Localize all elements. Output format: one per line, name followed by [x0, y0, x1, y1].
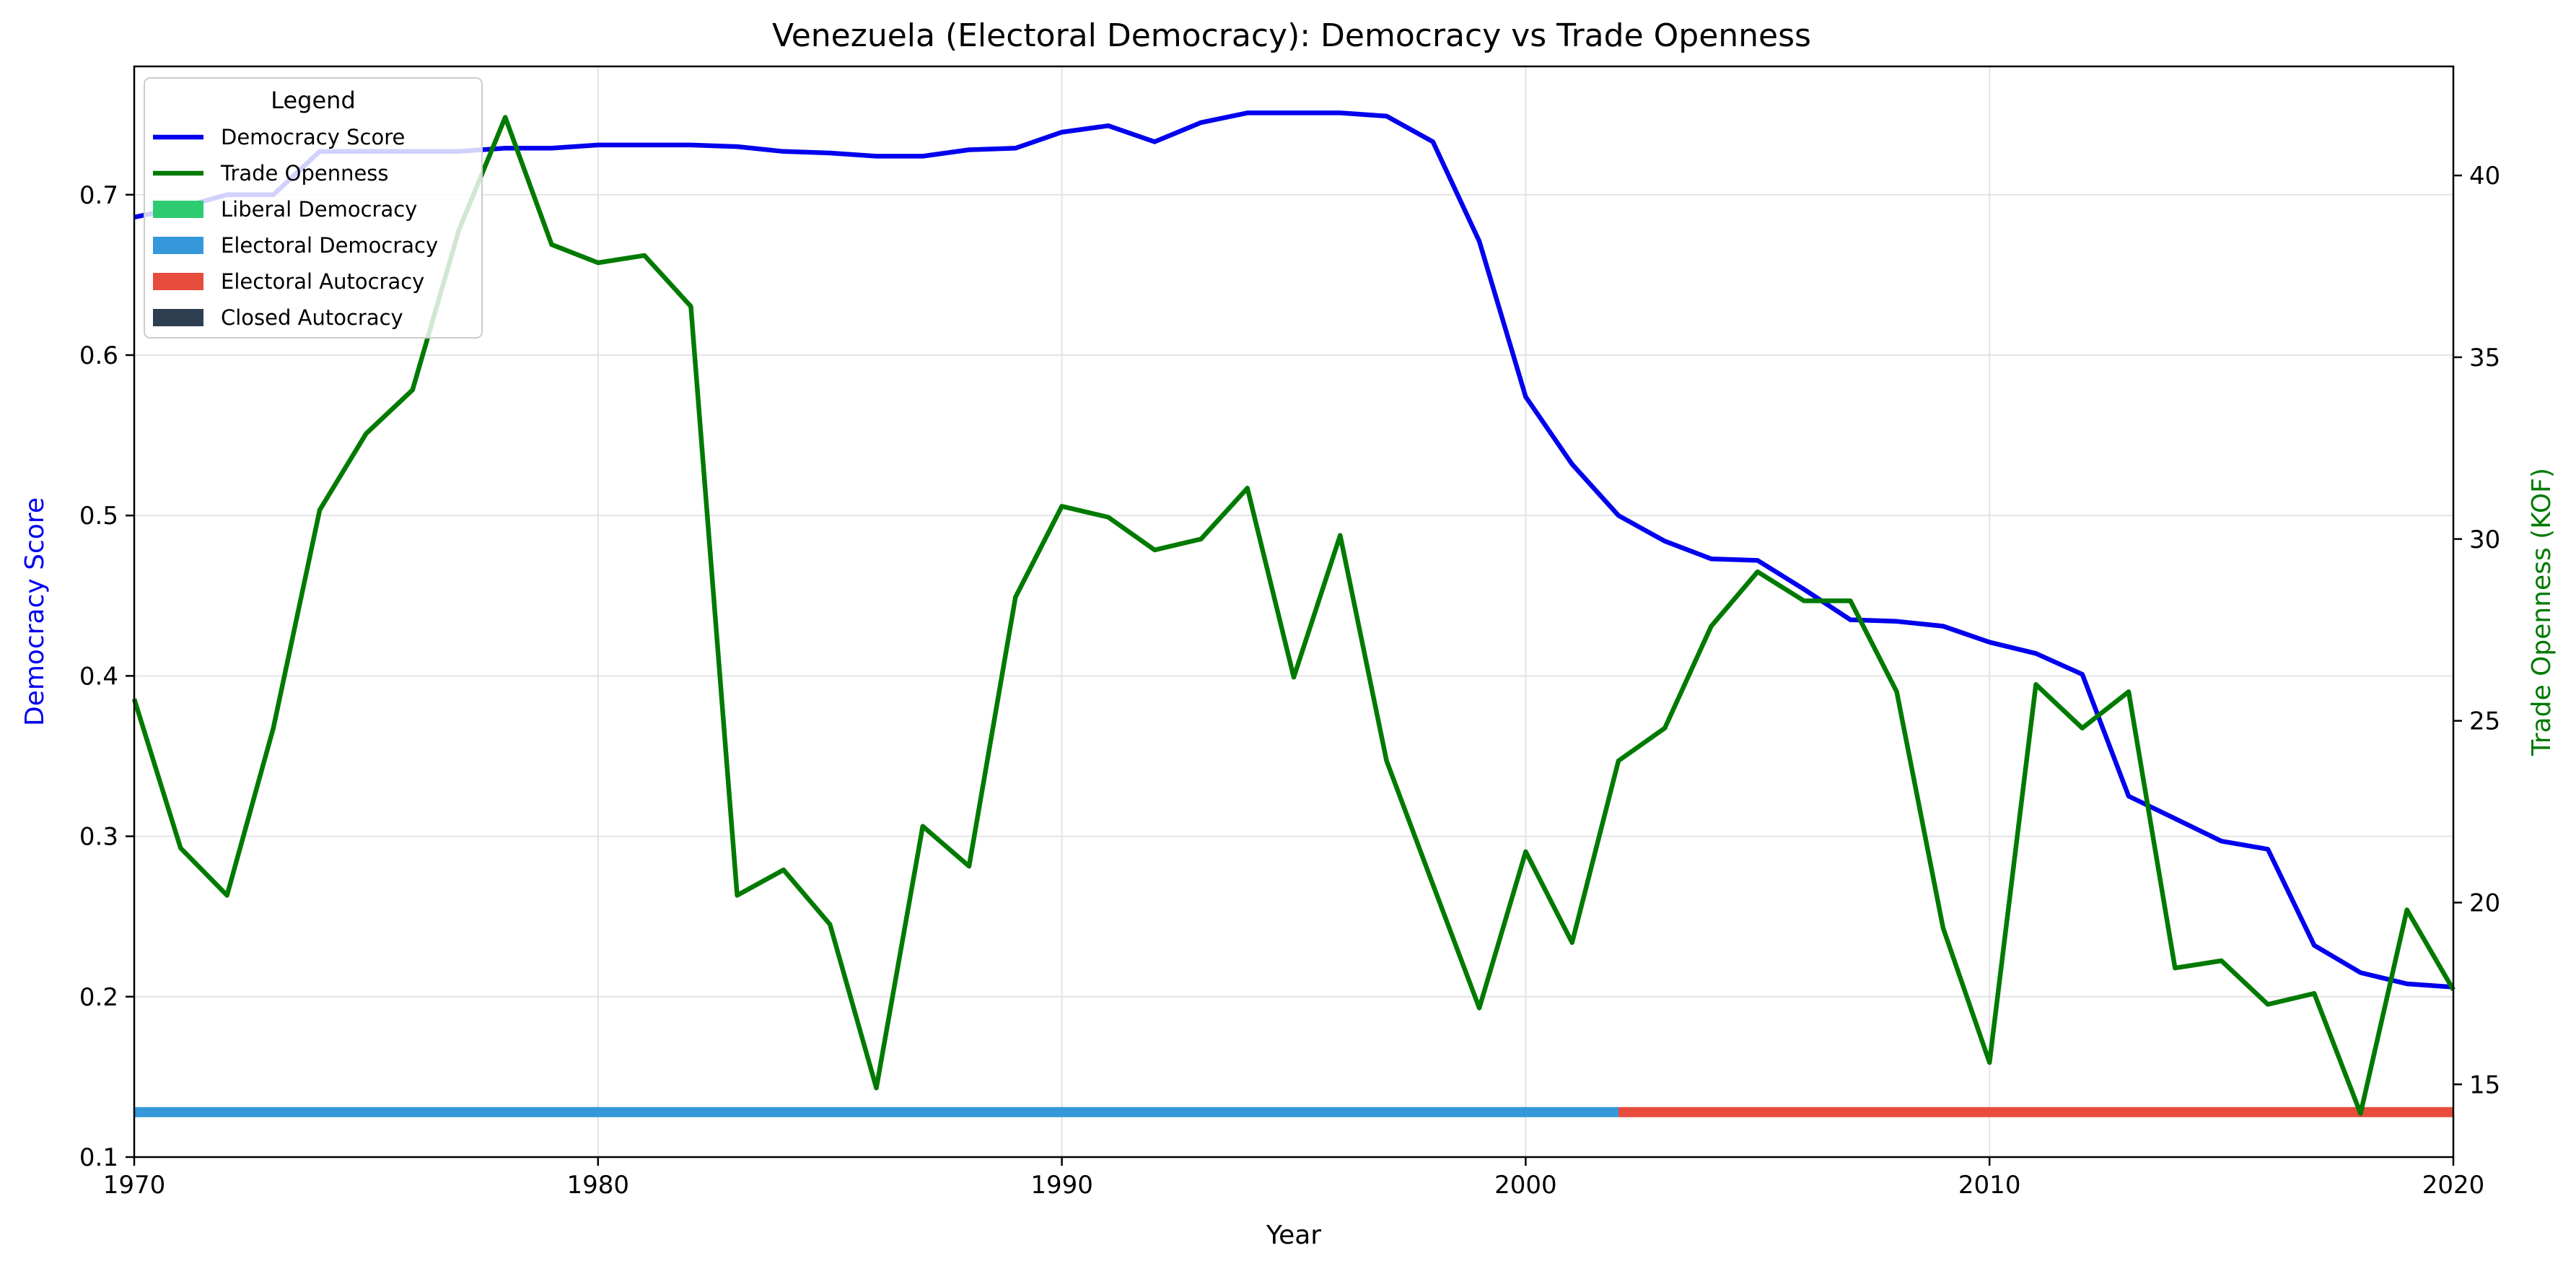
x-axis-title: Year	[1266, 1221, 1321, 1250]
y-left-tick-label: 0.6	[79, 341, 118, 370]
y-left-tick-label: 0.1	[79, 1143, 118, 1172]
legend-swatch-patch	[153, 273, 203, 290]
legend-swatch-patch	[153, 201, 203, 218]
series-lines	[131, 110, 2455, 1116]
y-right-tick-label: 25	[2469, 707, 2500, 736]
legend-label: Trade Openness	[220, 161, 389, 186]
y-left-tick-label: 0.5	[79, 502, 118, 531]
y-left-tick-label: 0.3	[79, 823, 118, 852]
legend-label: Democracy Score	[221, 125, 405, 149]
y-right-tick-label: 15	[2469, 1070, 2500, 1099]
series-line-democracy-score	[133, 110, 2454, 990]
x-tick-label: 1970	[103, 1171, 166, 1200]
x-tick-label: 1980	[567, 1171, 630, 1200]
y-right-tick-label: 20	[2469, 889, 2500, 917]
x-axis: 1970 1980 1990 2000 2010 2020	[103, 1157, 2485, 1200]
legend: Legend Democracy Score Trade Openness Liber…	[144, 77, 483, 339]
y-right-tick-label: 35	[2469, 344, 2500, 372]
legend-swatch-patch	[153, 309, 203, 326]
x-tick-label: 2020	[2422, 1171, 2485, 1200]
x-tick-label: 2010	[1958, 1171, 2021, 1200]
legend-box	[144, 77, 483, 339]
legend-label: Electoral Autocracy	[221, 269, 424, 294]
y-axis-right: 15 20 25 30 35 40	[2453, 162, 2500, 1099]
y-left-tick-label: 0.7	[79, 181, 118, 210]
y-left-tick-label: 0.2	[79, 983, 118, 1012]
y-right-tick-label: 30	[2469, 525, 2500, 554]
chart-title: Venezuela (Electoral Democracy): Democra…	[772, 17, 1811, 54]
x-tick-label: 1990	[1030, 1171, 1093, 1200]
y-axis-right-title: Trade Openness (KOF)	[2527, 468, 2557, 756]
legend-label: Closed Autocracy	[221, 305, 403, 330]
y-axis-left: 0.1 0.2 0.3 0.4 0.5 0.6 0.7	[79, 181, 134, 1172]
x-tick-label: 2000	[1494, 1171, 1557, 1200]
y-right-tick-label: 40	[2469, 162, 2500, 191]
legend-label: Electoral Democracy	[221, 233, 438, 258]
plot-frame	[133, 65, 2455, 1159]
legend-label: Liberal Democracy	[221, 197, 417, 222]
legend-swatch-patch	[153, 237, 203, 254]
y-left-tick-label: 0.4	[79, 662, 118, 691]
y-axis-left-title: Democracy Score	[20, 497, 50, 726]
legend-title: Legend	[271, 87, 356, 114]
series-line-trade-openness	[131, 115, 2455, 1116]
